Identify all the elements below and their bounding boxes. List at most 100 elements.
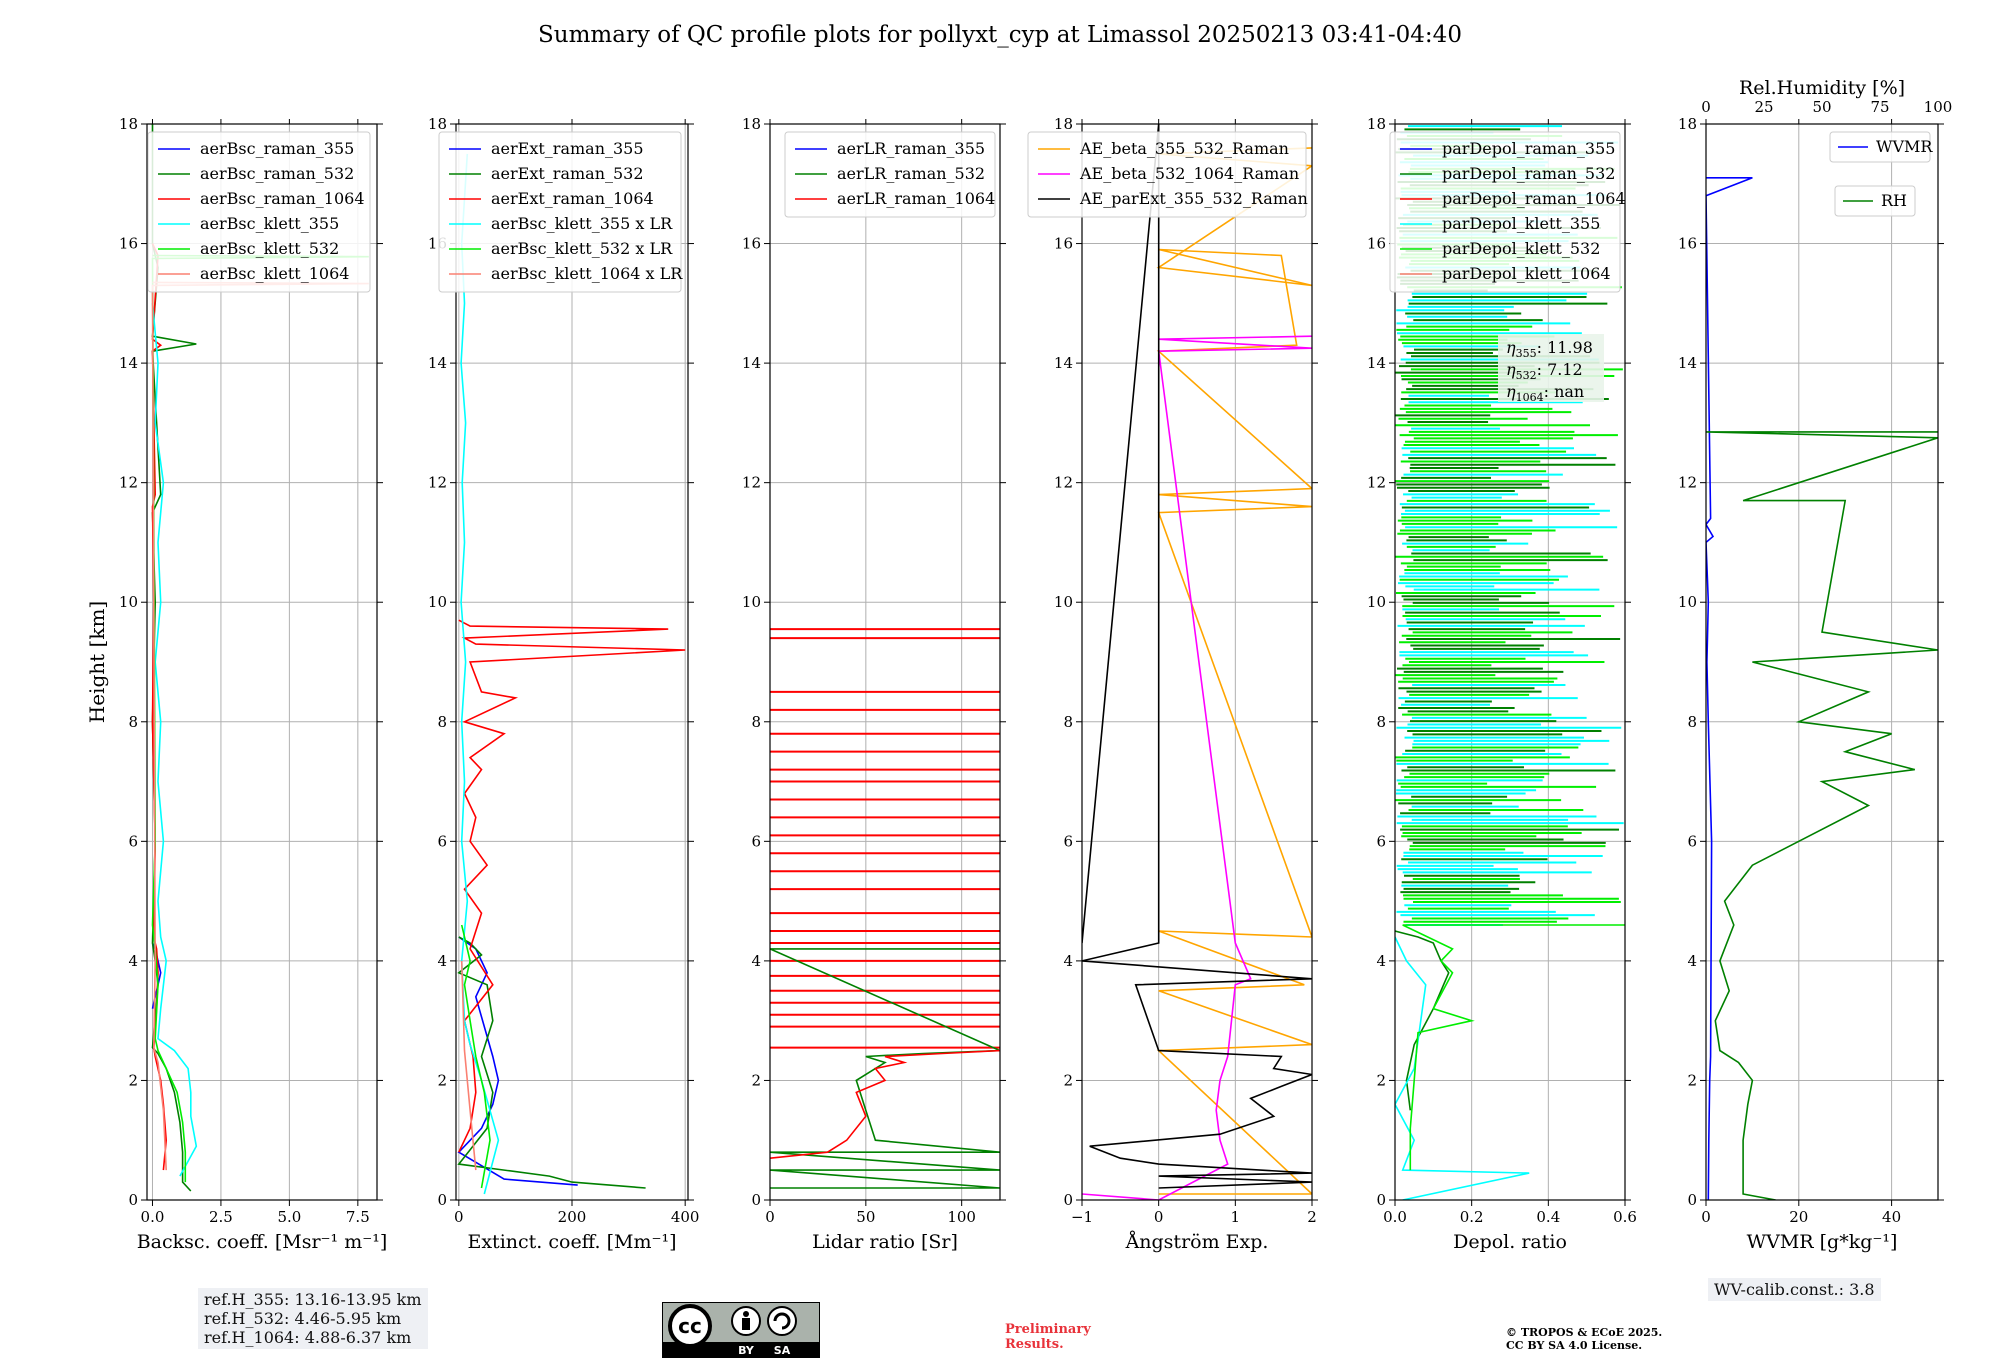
x-tick-label: 100 <box>947 1208 976 1226</box>
ref-height-1064: ref.H_1064: 4.88-6.37 km <box>204 1328 412 1347</box>
y-tick-label: 14 <box>1678 354 1697 372</box>
legend-label: aerBsc_raman_355 <box>200 139 354 158</box>
y-tick-label: 2 <box>1376 1071 1386 1089</box>
eta-label: η355: 11.98 <box>1506 338 1593 360</box>
y-tick-label: 16 <box>1367 235 1386 253</box>
y-tick-label: 0 <box>1376 1191 1386 1209</box>
figure-title: Summary of QC profile plots for pollyxt_… <box>538 22 1462 48</box>
x2-tick-label: 25 <box>1754 98 1773 116</box>
legend: aerExt_raman_355 aerExt_raman_532 aerExt_r… <box>438 131 683 293</box>
plot-area <box>457 153 686 1195</box>
x-axis-label: Lidar ratio [Sr] <box>812 1231 958 1253</box>
y-tick-label: 18 <box>428 115 447 133</box>
y-tick-label: 6 <box>1376 832 1386 850</box>
legend-label: aerExt_raman_355 <box>491 139 644 158</box>
y-tick-label: 10 <box>1367 593 1386 611</box>
series-line-wvmr <box>1706 177 1753 1200</box>
y-tick-label: 14 <box>742 354 761 372</box>
plot-area <box>1082 124 1312 1200</box>
ref-height-355: ref.H_355: 13.16-13.95 km <box>204 1290 422 1309</box>
eta-label: η1064: nan <box>1506 382 1584 404</box>
x-tick-label: 0.0 <box>1383 1208 1407 1226</box>
y-tick-label: 2 <box>128 1071 138 1089</box>
y-tick-label: 4 <box>437 952 447 970</box>
legend-label: RH <box>1881 191 1907 210</box>
y-tick-label: 8 <box>128 713 138 731</box>
legend-label: aerLR_raman_1064 <box>837 189 995 208</box>
cc-license-badge-icon: cc BY SA <box>662 1302 820 1358</box>
axes-frame <box>1705 123 1939 1201</box>
series-line-aerbsc-klett-532 <box>151 254 369 1183</box>
y-tick-label: 0 <box>1063 1191 1073 1209</box>
series-line-aerext-raman-355 <box>457 936 578 1186</box>
y-tick-label: 12 <box>1678 474 1697 492</box>
x-tick-label: 0.6 <box>1613 1208 1637 1226</box>
y-tick-label: 4 <box>1687 952 1697 970</box>
legend: aerLR_raman_355 aerLR_raman_532 aerLR_rama… <box>784 131 996 218</box>
reference-heights-box: ref.H_355: 13.16-13.95 km ref.H_532: 4.4… <box>198 1288 428 1349</box>
series-line-aerbsc-klett-532-x-lr <box>460 924 491 1189</box>
copyright-line-1: © TROPOS & ECoE 2025. <box>1506 1326 1663 1339</box>
axes-frame <box>1394 123 1626 1201</box>
legend-label: parDepol_klett_355 <box>1442 214 1600 233</box>
y-tick-label: 0 <box>128 1191 138 1209</box>
legend: AE_beta_355_532_Raman AE_beta_532_1064_Ra… <box>1027 131 1308 218</box>
y-tick-label: 10 <box>1678 593 1697 611</box>
y-tick-label: 12 <box>1054 474 1073 492</box>
y-tick-label: 12 <box>428 474 447 492</box>
y-tick-label: 8 <box>437 713 447 731</box>
x-tick-label: 7.5 <box>346 1208 370 1226</box>
x-axis-label: Depol. ratio <box>1453 1231 1567 1253</box>
legend-box <box>1389 131 1621 293</box>
x2-tick-label: 0 <box>1701 98 1711 116</box>
legend-label: aerBsc_raman_1064 <box>200 189 365 208</box>
legend-label: aerBsc_klett_355 x LR <box>491 214 673 233</box>
y-tick-label: 8 <box>1063 713 1073 731</box>
axes-frame <box>1081 123 1313 1201</box>
plot-area <box>770 628 1000 1189</box>
x-axis-label: Backsc. coeff. [Msr⁻¹ m⁻¹] <box>137 1231 388 1253</box>
series-line-pardepol-klett-532 <box>1402 924 1625 1171</box>
x-tick-label: 0.4 <box>1536 1208 1560 1226</box>
y-tick-label: 14 <box>428 354 447 372</box>
legend-label: AE_beta_355_532_Raman <box>1079 139 1289 158</box>
y-tick-label: 10 <box>1054 593 1073 611</box>
legend-label: WVMR <box>1876 137 1933 156</box>
y-tick-label: 4 <box>1376 952 1386 970</box>
y-tick-label: 14 <box>1367 354 1386 372</box>
eta-symbol: η <box>1506 360 1516 379</box>
y-tick-label: 4 <box>1063 952 1073 970</box>
ref-height-532: ref.H_532: 4.46-5.95 km <box>204 1309 402 1328</box>
x-tick-label: 200 <box>558 1208 587 1226</box>
y-tick-label: 4 <box>751 952 761 970</box>
series-line-aerlr-raman-532 <box>770 948 1000 1189</box>
eta-value: : 11.98 <box>1537 338 1593 357</box>
y-tick-label: 18 <box>742 115 761 133</box>
y-tick-label: 18 <box>1367 115 1386 133</box>
x2-axis-label: Rel.Humidity [%] <box>1739 77 1905 99</box>
wv-calib-const: WV-calib.const.: 3.8 <box>1714 1280 1875 1299</box>
x-tick-label: 0.2 <box>1460 1208 1484 1226</box>
eta-background <box>1498 334 1604 402</box>
copyright-line-2: CC BY SA 4.0 License. <box>1506 1339 1643 1352</box>
series-line-aerext-raman-532 <box>457 936 646 1189</box>
y-tick-label: 6 <box>128 832 138 850</box>
x-tick-label: 50 <box>856 1208 875 1226</box>
eta-label: η532: 7.12 <box>1506 360 1583 382</box>
series-line-aerbsc-klett-1064 <box>151 281 369 1171</box>
eta-subscript: 1064 <box>1516 391 1544 404</box>
preliminary-line-2: Results. <box>1005 1337 1064 1352</box>
axes-frame <box>146 123 378 1201</box>
y-tick-label: 18 <box>119 115 138 133</box>
x-tick-label: 5.0 <box>277 1208 301 1226</box>
eta-symbol: η <box>1506 338 1516 357</box>
y-tick-label: 2 <box>1063 1071 1073 1089</box>
x2-tick-label: 75 <box>1870 98 1889 116</box>
eta-subscript: 355 <box>1516 347 1537 360</box>
preliminary-results-note: Preliminary Results. <box>1005 1322 1091 1352</box>
y-tick-label: 10 <box>119 593 138 611</box>
legend-label: AE_beta_532_1064_Raman <box>1079 164 1299 183</box>
